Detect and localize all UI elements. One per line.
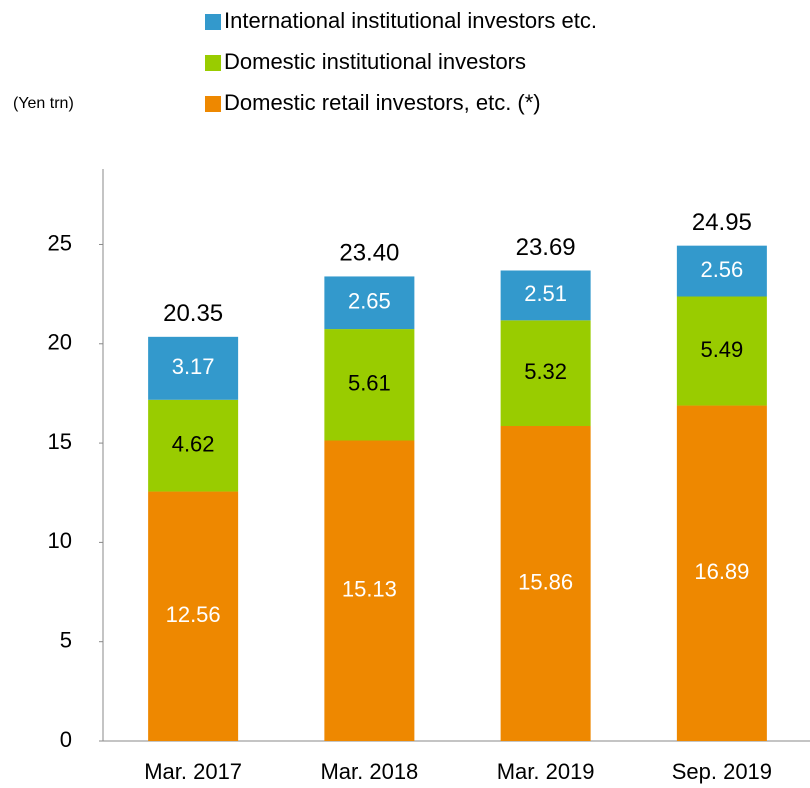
y-axis-label: (Yen trn) — [13, 95, 74, 112]
legend-label: Domestic institutional investors — [224, 49, 526, 74]
bar-segment — [324, 329, 415, 441]
data-label: 15.13 — [342, 577, 397, 602]
y-tick-label: 15 — [48, 429, 72, 454]
data-label: 2.56 — [700, 257, 743, 282]
data-label: 15.86 — [518, 569, 573, 594]
x-tick-label: Mar. 2017 — [144, 759, 242, 784]
y-tick-label: 10 — [48, 528, 72, 553]
legend-label: Domestic retail investors, etc. (*) — [224, 90, 541, 115]
bar-segment — [148, 399, 239, 492]
bar-segment — [676, 245, 767, 297]
bar-segment — [676, 405, 767, 741]
data-label: 16.89 — [694, 559, 749, 584]
y-tick-label: 5 — [60, 628, 72, 653]
bar-segment — [148, 491, 239, 741]
x-tick-label: Mar. 2019 — [497, 759, 595, 784]
bar-segment — [500, 320, 591, 427]
data-label: 5.49 — [700, 337, 743, 362]
total-label: 20.35 — [163, 300, 223, 327]
bar-segment — [676, 296, 767, 406]
data-label: 5.32 — [524, 359, 567, 384]
bar-segment — [500, 426, 591, 741]
x-tick-label: Sep. 2019 — [672, 759, 772, 784]
total-label: 23.69 — [516, 234, 576, 261]
legend-swatch — [205, 55, 221, 71]
data-label: 5.61 — [348, 371, 391, 396]
total-label: 23.40 — [339, 240, 399, 267]
bar-segment — [324, 276, 415, 330]
bar-segment — [324, 440, 415, 741]
data-label: 12.56 — [166, 602, 221, 627]
x-tick-label: Mar. 2018 — [320, 759, 418, 784]
total-label: 24.95 — [692, 209, 752, 236]
data-label: 2.65 — [348, 289, 391, 314]
bar-segment — [500, 270, 591, 321]
legend-swatch — [205, 96, 221, 112]
y-tick-label: 25 — [48, 230, 72, 255]
legend-swatch — [205, 14, 221, 30]
y-tick-label: 0 — [60, 727, 72, 752]
data-label: 2.51 — [524, 281, 567, 306]
data-label: 4.62 — [172, 431, 215, 456]
bar-segment — [148, 336, 239, 400]
legend-label: International institutional investors et… — [224, 8, 597, 33]
data-label: 3.17 — [172, 354, 215, 379]
y-tick-label: 20 — [48, 330, 72, 355]
